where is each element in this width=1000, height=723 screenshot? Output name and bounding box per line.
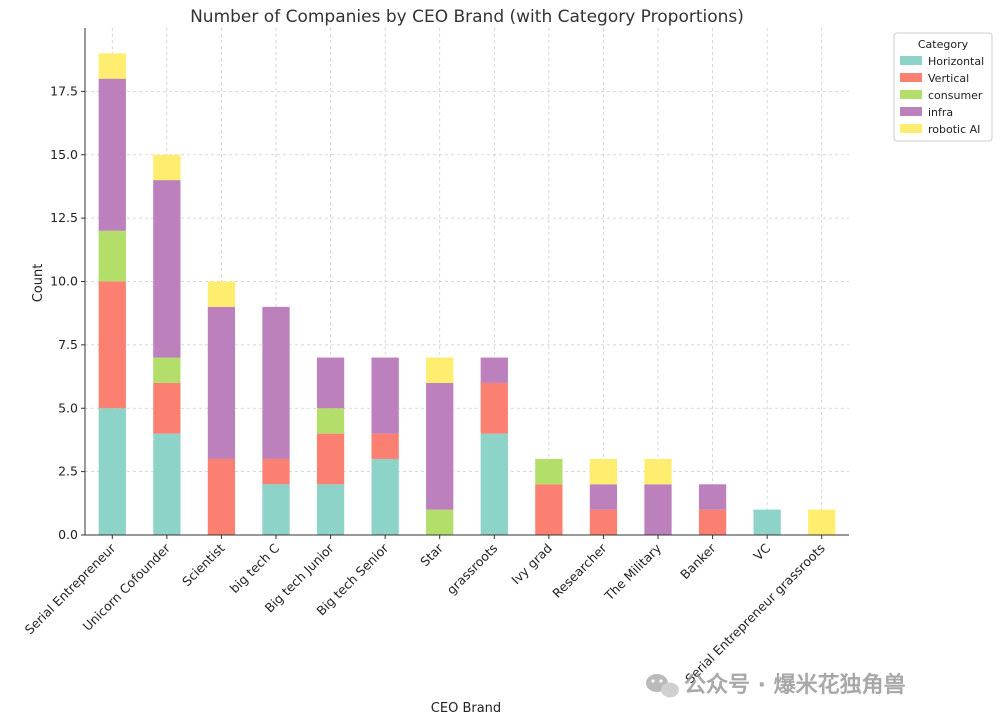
legend-entry: infra bbox=[928, 106, 953, 119]
chart-title: Number of Companies by CEO Brand (with C… bbox=[190, 7, 744, 27]
x-tick-label: big tech C bbox=[227, 540, 283, 596]
bar-segment bbox=[153, 180, 181, 358]
bar-segment bbox=[753, 509, 781, 535]
y-tick-label: 0.0 bbox=[58, 527, 78, 542]
bar-segment bbox=[153, 433, 181, 535]
legend-swatch bbox=[900, 107, 922, 116]
x-tick-label: The Military bbox=[601, 540, 665, 604]
x-tick-label: Serial Entrepreneur bbox=[22, 540, 119, 637]
legend-entry: robotic AI bbox=[928, 123, 980, 136]
bar-segment bbox=[153, 357, 181, 383]
bar-segment bbox=[98, 230, 126, 282]
bar-segment bbox=[426, 382, 454, 510]
bar-segment bbox=[98, 78, 126, 231]
legend-entry: consumer bbox=[928, 89, 983, 102]
legend-swatch bbox=[900, 73, 922, 82]
y-tick-label: 5.0 bbox=[58, 400, 78, 415]
bar-segment bbox=[316, 484, 345, 535]
bar-segment bbox=[480, 433, 508, 535]
y-tick-label: 17.5 bbox=[50, 83, 78, 98]
y-axis-label: Count bbox=[31, 264, 46, 303]
legend-entry: Vertical bbox=[928, 72, 969, 85]
bar-segment bbox=[589, 509, 618, 535]
bar-segment bbox=[480, 382, 508, 434]
bar-segment bbox=[426, 509, 454, 535]
bar-segment bbox=[808, 509, 836, 535]
bar-segment bbox=[153, 154, 181, 181]
x-tick-label: Star bbox=[417, 540, 446, 569]
bar-segment bbox=[480, 357, 508, 383]
legend-entry: Horizontal bbox=[928, 55, 984, 68]
bar-segment bbox=[98, 281, 126, 409]
bar-segment bbox=[262, 458, 290, 485]
legend-swatch bbox=[900, 56, 922, 65]
y-tick-label: 10.0 bbox=[50, 274, 78, 289]
legend-swatch bbox=[900, 90, 922, 99]
bar-segment bbox=[698, 484, 727, 510]
watermark-text: 公众号 · 爆米花独角兽 bbox=[684, 672, 906, 698]
bar-segment bbox=[98, 53, 126, 79]
bar-segment bbox=[98, 408, 126, 535]
x-tick-label: Scientist bbox=[179, 540, 228, 589]
y-tick-label: 7.5 bbox=[58, 337, 78, 352]
bar-segment bbox=[535, 484, 563, 535]
bar-segment bbox=[371, 433, 399, 459]
wechat-icon bbox=[646, 674, 679, 698]
bar-segment bbox=[371, 458, 399, 535]
bar-segment bbox=[316, 357, 345, 409]
x-tick-label: Banker bbox=[677, 540, 719, 582]
watermark: 公众号 · 爆米花独角兽 bbox=[646, 672, 906, 698]
x-tick-label: VC bbox=[750, 540, 773, 563]
bar-segment bbox=[589, 484, 618, 510]
bar-segment bbox=[316, 433, 345, 485]
bar-segment bbox=[698, 509, 727, 535]
x-axis-label: CEO Brand bbox=[431, 701, 501, 716]
legend-title: Category bbox=[918, 38, 969, 51]
x-tick-label: Ivy grad bbox=[508, 541, 555, 588]
legend-swatch bbox=[900, 124, 922, 133]
bar-segment bbox=[535, 458, 563, 485]
bar-segment bbox=[207, 306, 236, 459]
bars bbox=[98, 53, 836, 535]
bar-segment bbox=[316, 408, 345, 434]
grid-lines bbox=[85, 28, 849, 536]
legend: Category Horizontal Vertical consumer infra r… bbox=[893, 32, 993, 142]
y-tick-label: 2.5 bbox=[58, 464, 78, 479]
bar-segment bbox=[644, 458, 672, 485]
y-tick-label: 15.0 bbox=[50, 147, 78, 162]
x-tick-label: grassroots bbox=[444, 541, 501, 598]
bar-segment bbox=[262, 306, 290, 459]
bar-segment bbox=[153, 382, 181, 434]
bar-segment bbox=[426, 357, 454, 383]
bar-segment bbox=[589, 458, 618, 485]
bar-segment bbox=[207, 458, 236, 535]
y-tick-label: 12.5 bbox=[50, 210, 78, 225]
y-tick-labels: 0.0 2.5 5.0 7.5 10.0 12.5 15.0 17.5 bbox=[50, 83, 85, 542]
bar-segment bbox=[207, 281, 236, 307]
bar-segment bbox=[262, 484, 290, 535]
bar-segment bbox=[644, 484, 672, 535]
bar-segment bbox=[371, 357, 399, 434]
